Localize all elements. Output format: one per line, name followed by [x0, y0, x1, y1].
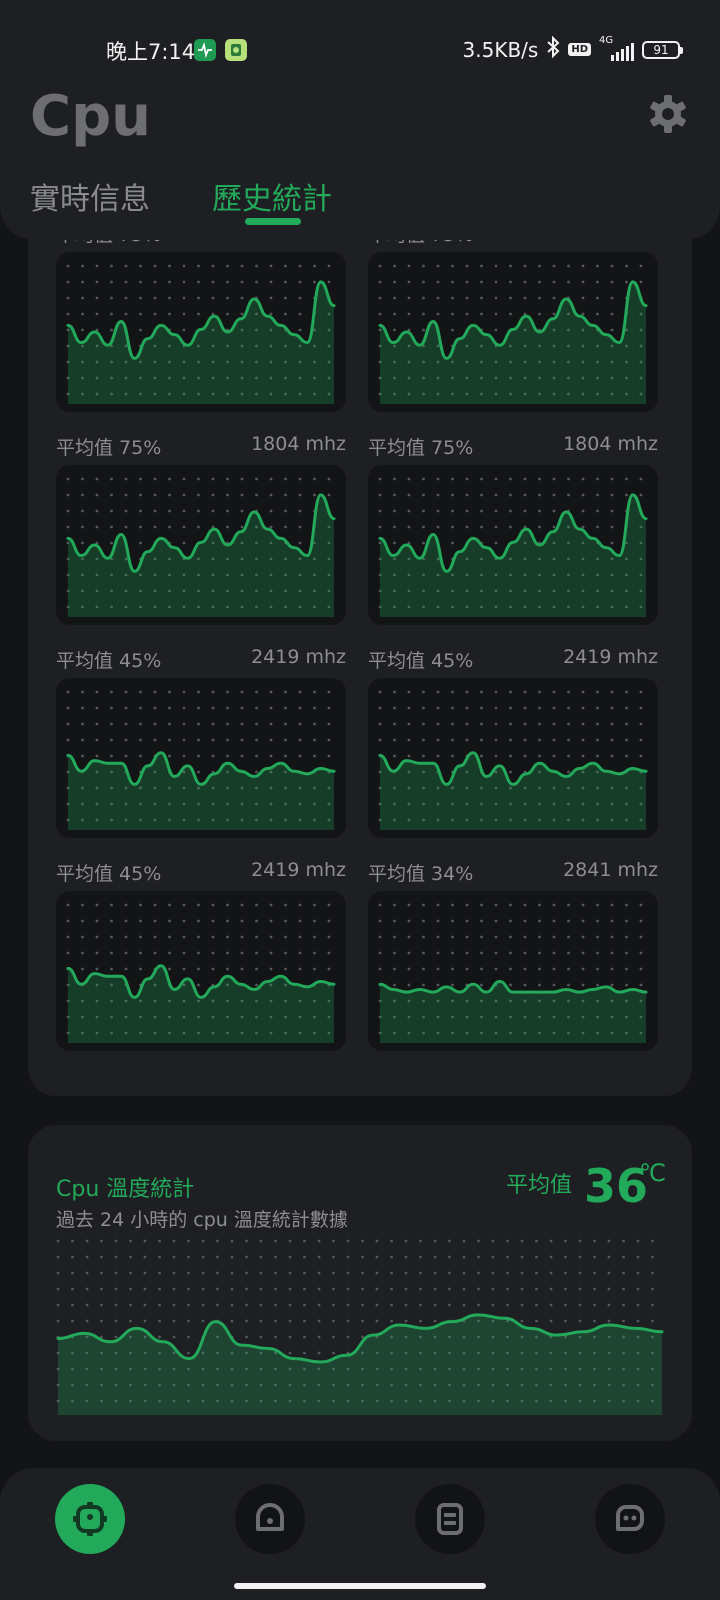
status-bar-overlay: 晚上7:14 3.5KB/s HD 4G 91 — [0, 0, 720, 100]
hd-badge: HD — [568, 43, 591, 56]
active-tab-indicator — [245, 218, 301, 225]
core-avg-label: 平均值 45% — [56, 863, 162, 885]
core-usage-chart — [368, 891, 658, 1051]
usage-line — [378, 280, 648, 360]
core-usage-chart — [56, 891, 346, 1051]
home-indicator[interactable] — [234, 1583, 486, 1589]
usage-line — [378, 980, 648, 994]
temperature-chart — [56, 1239, 664, 1415]
temperature-subtitle: 過去 24 小時的 cpu 溫度統計數據 — [56, 1209, 348, 1231]
storage-icon — [437, 1503, 463, 1535]
core-usage-chart-svg — [66, 477, 336, 617]
settings-button[interactable] — [648, 94, 688, 134]
core-usage-chart-svg — [378, 477, 648, 617]
status-right: 3.5KB/s HD 4G 91 — [462, 35, 683, 63]
core-freq-label: 2419 mhz — [251, 859, 346, 881]
usage-area — [68, 752, 334, 830]
nav-chat-button[interactable] — [595, 1484, 665, 1554]
core-usage-chart — [56, 678, 346, 838]
temperature-avg-value: 36 — [583, 1159, 648, 1213]
core-usage-chart-svg — [378, 264, 648, 404]
cpu-chip-icon — [73, 1502, 107, 1536]
monitor-app-icon — [194, 39, 216, 61]
core-usage-chart — [368, 252, 658, 412]
core-avg-label: 平均值 75% — [368, 437, 474, 459]
ghost-icon — [256, 1503, 284, 1531]
usage-line — [66, 964, 336, 999]
usage-line — [66, 493, 336, 573]
temperature-unit: ℃ — [639, 1159, 666, 1187]
core-freq-label: 2419 mhz — [251, 646, 346, 668]
nav-ghost-button[interactable] — [235, 1484, 305, 1554]
core-freq-label: 2841 mhz — [563, 859, 658, 881]
temperature-avg-label: 平均值 — [505, 1173, 572, 1198]
usage-line — [66, 751, 336, 786]
chat-bubble-icon — [616, 1505, 644, 1531]
bluetooth-icon — [546, 35, 560, 63]
core-freq-label: 1804 mhz — [563, 433, 658, 455]
usage-area — [380, 281, 646, 404]
nav-cpu-button[interactable] — [55, 1484, 125, 1554]
core-avg-label: 平均值 75% — [56, 437, 162, 459]
core-usage-chart-svg — [66, 264, 336, 404]
core-freq-label: 1804 mhz — [251, 433, 346, 455]
nav-storage-button[interactable] — [415, 1484, 485, 1554]
usage-line — [378, 493, 648, 573]
dot-grid — [66, 477, 331, 609]
core-avg-label: 平均值 45% — [56, 650, 162, 672]
dot-grid — [378, 477, 643, 609]
temperature-title: Cpu 溫度統計 — [56, 1177, 195, 1202]
net-speed: 3.5KB/s — [462, 37, 539, 62]
signal-icon: 4G — [599, 35, 634, 61]
usage-area — [380, 752, 646, 830]
cpu-temperature-card: Cpu 溫度統計 過去 24 小時的 cpu 溫度統計數據 平均值 36 ℃ — [28, 1125, 692, 1441]
core-usage-chart-svg — [378, 903, 648, 1043]
usage-line — [56, 1313, 664, 1364]
dot-grid — [378, 264, 643, 396]
core-usage-chart — [368, 678, 658, 838]
core-usage-chart-svg — [378, 690, 648, 830]
dot-grid — [56, 1239, 654, 1403]
core-usage-chart-svg — [66, 690, 336, 830]
core-usage-chart — [56, 465, 346, 625]
core-usage-chart — [368, 465, 658, 625]
core-usage-chart-svg — [66, 903, 336, 1043]
core-avg-label: 平均值 34% — [368, 863, 474, 885]
tab-realtime-info[interactable]: 實時信息 — [30, 182, 150, 217]
core-freq-label: 2419 mhz — [563, 646, 658, 668]
cleaner-app-icon — [225, 39, 247, 61]
usage-line — [378, 751, 648, 786]
dot-grid — [66, 903, 331, 1035]
usage-area — [380, 494, 646, 617]
usage-area — [58, 1314, 662, 1415]
usage-area — [68, 281, 334, 404]
usage-line — [66, 280, 336, 360]
dot-grid — [378, 690, 643, 822]
battery-indicator: 91 — [642, 40, 683, 59]
gear-icon — [650, 95, 686, 133]
core-usage-chart — [56, 252, 346, 412]
app-header: 晚上7:14 3.5KB/s HD 4G 91 Cpu — [0, 0, 720, 240]
usage-area — [380, 981, 646, 1043]
page-title: Cpu — [30, 84, 152, 149]
tab-history-stats[interactable]: 歷史統計 — [212, 182, 332, 217]
core-avg-label: 平均值 45% — [368, 650, 474, 672]
usage-area — [68, 494, 334, 617]
usage-area — [68, 965, 334, 1043]
bottom-navigation — [0, 1468, 720, 1600]
network-type: 4G — [599, 34, 614, 46]
status-time: 晚上7:14 — [106, 40, 196, 64]
